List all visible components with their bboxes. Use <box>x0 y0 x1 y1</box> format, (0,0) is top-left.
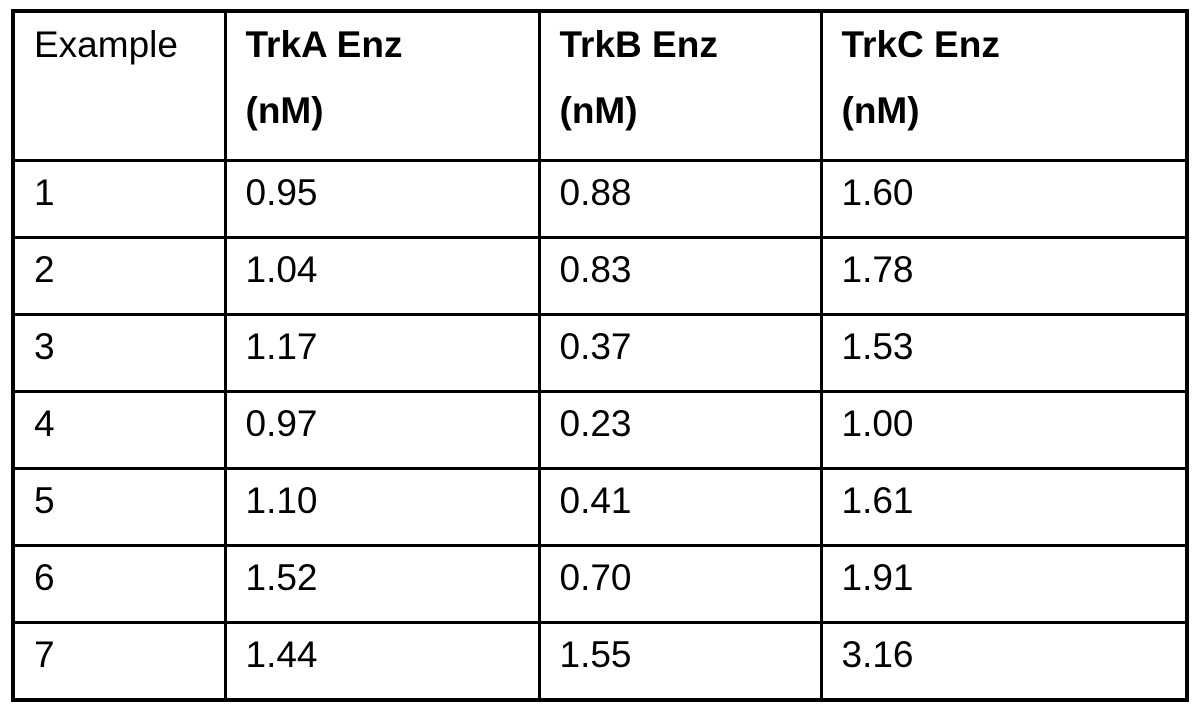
header-unit: (nM) <box>245 90 324 131</box>
table-row: 1 0.95 0.88 1.60 <box>11 159 1189 239</box>
header-label: TrkA Enz <box>245 24 403 65</box>
table-header-row: Example TrkA Enz (nM) TrkB Enz (nM) TrkC… <box>11 9 1189 162</box>
cell-example: 6 <box>11 544 227 624</box>
header-cell-example: Example <box>11 9 227 162</box>
cell-trkb: 1.55 <box>537 621 823 702</box>
cell-trkb: 0.37 <box>537 313 823 393</box>
table-row: 4 0.97 0.23 1.00 <box>11 390 1189 470</box>
table-row: 6 1.52 0.70 1.91 <box>11 544 1189 624</box>
cell-example: 2 <box>11 236 227 316</box>
table-row: 5 1.10 0.41 1.61 <box>11 467 1189 547</box>
cell-example: 4 <box>11 390 227 470</box>
header-cell-trkc-enz: TrkC Enz (nM) <box>819 9 1189 162</box>
cell-trkb: 0.70 <box>537 544 823 624</box>
cell-example: 7 <box>11 621 227 702</box>
results-table: Example TrkA Enz (nM) TrkB Enz (nM) TrkC… <box>11 9 1189 702</box>
cell-trkc: 1.00 <box>819 390 1189 470</box>
header-cell-trkb-enz: TrkB Enz (nM) <box>537 9 823 162</box>
header-label: Example <box>34 24 178 65</box>
cell-trka: 1.44 <box>223 621 541 702</box>
header-unit: (nM) <box>559 90 638 131</box>
header-label: TrkB Enz <box>559 24 718 65</box>
header-unit: (nM) <box>841 90 920 131</box>
cell-trkb: 0.83 <box>537 236 823 316</box>
cell-trka: 1.04 <box>223 236 541 316</box>
cell-trka: 0.95 <box>223 159 541 239</box>
results-table-container: Example TrkA Enz (nM) TrkB Enz (nM) TrkC… <box>11 9 1189 702</box>
cell-example: 3 <box>11 313 227 393</box>
cell-trka: 1.17 <box>223 313 541 393</box>
cell-trkc: 1.61 <box>819 467 1189 547</box>
cell-trkc: 1.78 <box>819 236 1189 316</box>
cell-trkc: 1.53 <box>819 313 1189 393</box>
table-row: 3 1.17 0.37 1.53 <box>11 313 1189 393</box>
table-row: 7 1.44 1.55 3.16 <box>11 621 1189 702</box>
cell-trkb: 0.41 <box>537 467 823 547</box>
cell-example: 5 <box>11 467 227 547</box>
cell-trka: 1.10 <box>223 467 541 547</box>
cell-trkc: 3.16 <box>819 621 1189 702</box>
cell-trkb: 0.23 <box>537 390 823 470</box>
header-cell-trka-enz: TrkA Enz (nM) <box>223 9 541 162</box>
cell-trka: 0.97 <box>223 390 541 470</box>
cell-trkc: 1.91 <box>819 544 1189 624</box>
cell-trkc: 1.60 <box>819 159 1189 239</box>
cell-trka: 1.52 <box>223 544 541 624</box>
table-row: 2 1.04 0.83 1.78 <box>11 236 1189 316</box>
header-label: TrkC Enz <box>841 24 1000 65</box>
cell-example: 1 <box>11 159 227 239</box>
cell-trkb: 0.88 <box>537 159 823 239</box>
